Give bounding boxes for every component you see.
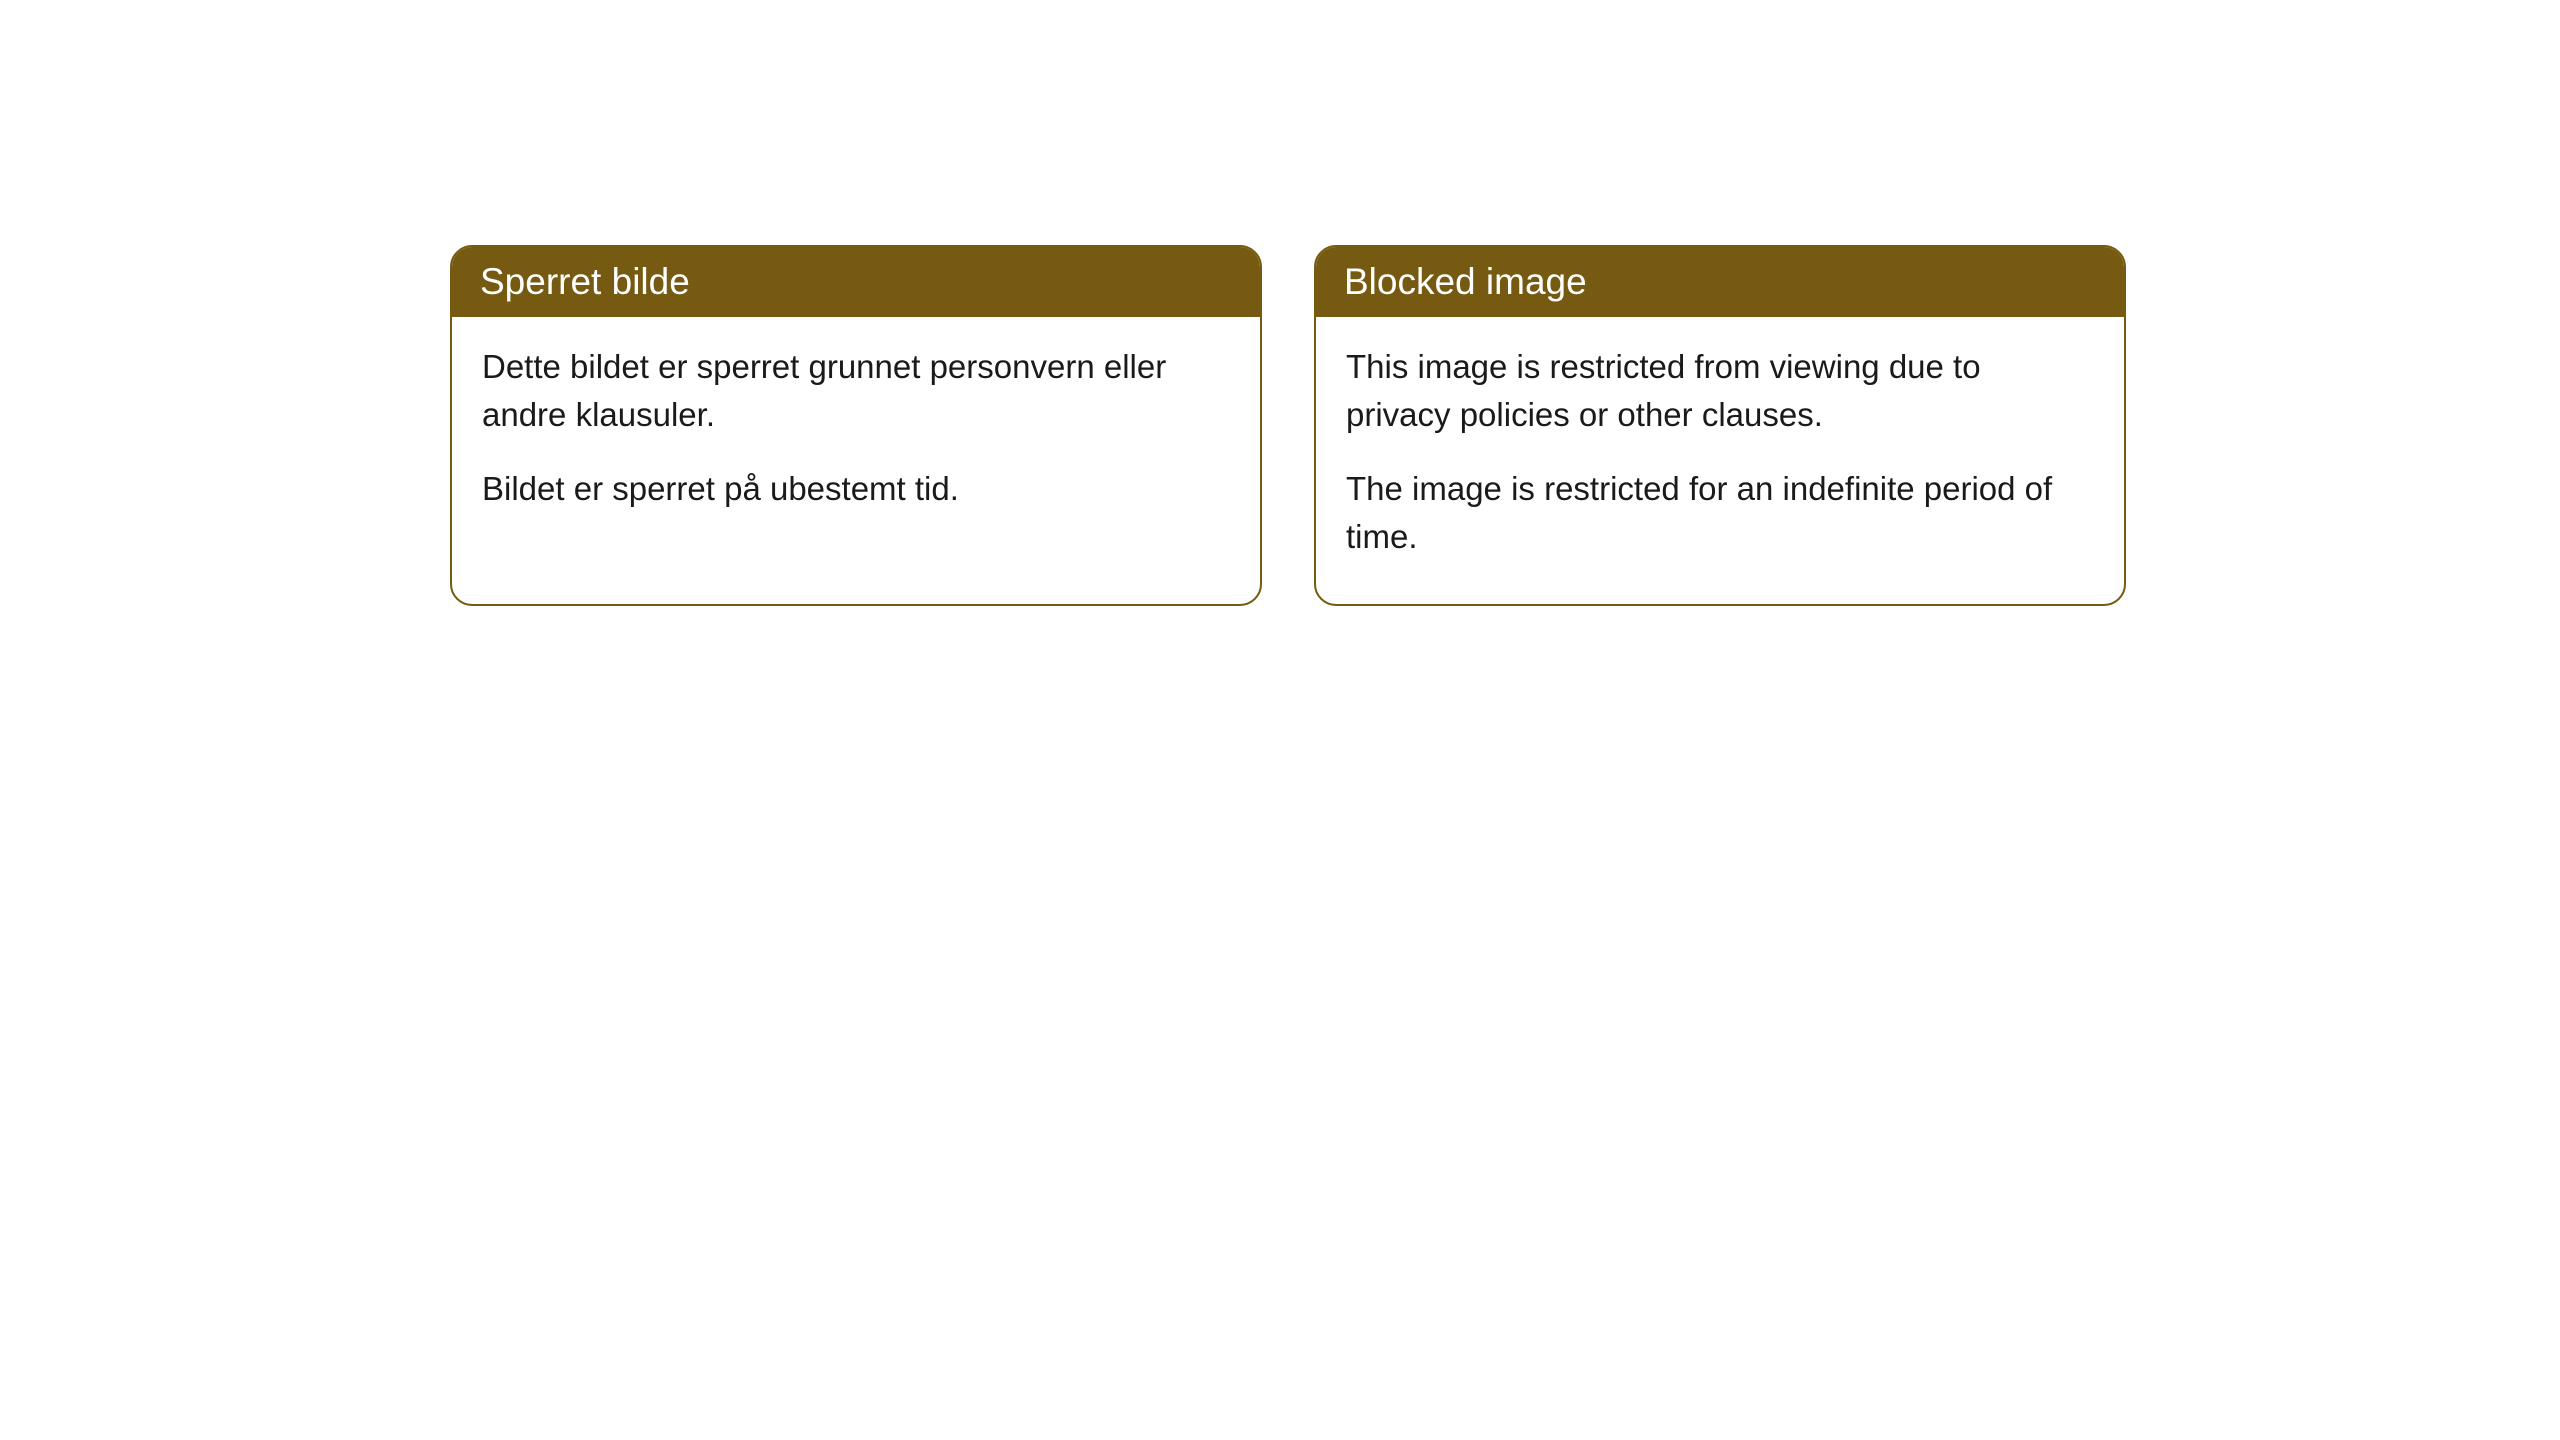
card-title: Sperret bilde [480, 261, 690, 302]
card-body-english: This image is restricted from viewing du… [1316, 317, 2124, 604]
card-paragraph-1: Dette bildet er sperret grunnet personve… [482, 343, 1230, 439]
notice-cards-container: Sperret bilde Dette bildet er sperret gr… [450, 245, 2560, 606]
card-header-english: Blocked image [1316, 247, 2124, 317]
card-body-norwegian: Dette bildet er sperret grunnet personve… [452, 317, 1260, 557]
blocked-image-card-english: Blocked image This image is restricted f… [1314, 245, 2126, 606]
card-paragraph-2: The image is restricted for an indefinit… [1346, 465, 2094, 561]
card-paragraph-2: Bildet er sperret på ubestemt tid. [482, 465, 1230, 513]
card-header-norwegian: Sperret bilde [452, 247, 1260, 317]
card-title: Blocked image [1344, 261, 1587, 302]
blocked-image-card-norwegian: Sperret bilde Dette bildet er sperret gr… [450, 245, 1262, 606]
card-paragraph-1: This image is restricted from viewing du… [1346, 343, 2094, 439]
